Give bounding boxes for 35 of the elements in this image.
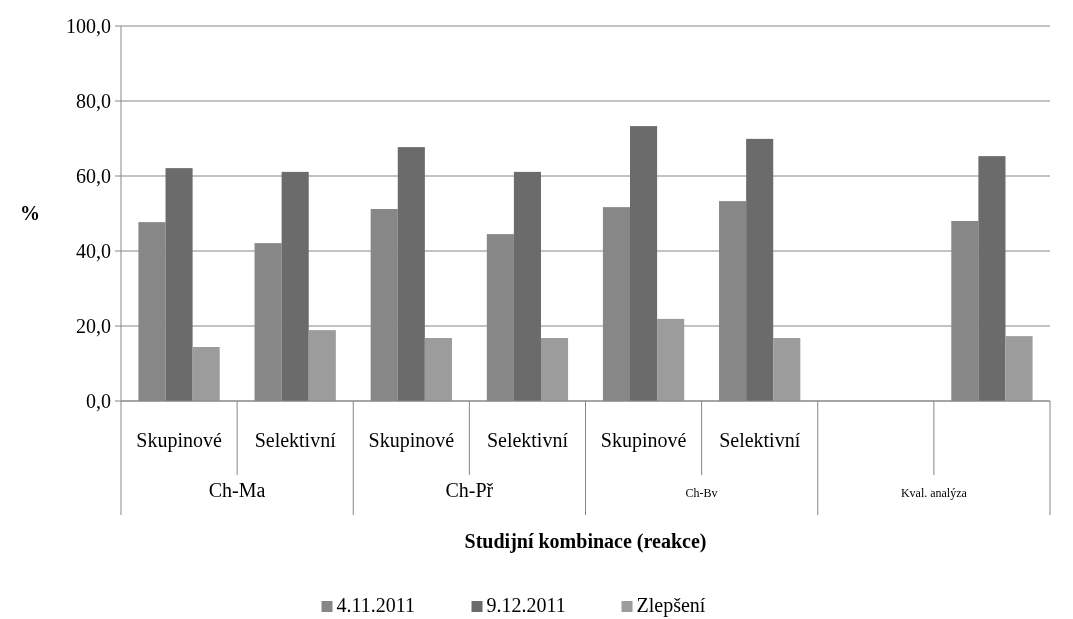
text: Kval. analýza [900, 486, 968, 500]
text: Ch-Ma [208, 479, 266, 501]
x-axis-title: Studijní kombinace (reakce) [464, 530, 707, 553]
text: Ch-Bv [685, 486, 718, 500]
bar [165, 168, 193, 401]
x-tick-label: Skupinové [136, 429, 222, 452]
x-tick-label: Skupinové [600, 429, 687, 452]
bar [192, 347, 220, 401]
bar [630, 126, 658, 401]
bar [657, 318, 685, 401]
x-tick-label: Selektivní [486, 429, 569, 451]
legend-label: Zlepšení [636, 594, 706, 617]
x-tick-label: Skupinové [368, 429, 455, 452]
legend-label: 4.11.2011 [336, 594, 416, 616]
bar [424, 338, 452, 401]
bar [746, 138, 774, 401]
y-axis-title: % [20, 202, 40, 224]
x-tick-label: Selektivní [254, 429, 337, 451]
bar [1005, 336, 1033, 401]
x-tick-label: Selektivní [719, 429, 801, 451]
bar [281, 171, 309, 401]
bar [773, 338, 801, 401]
bar [397, 147, 425, 401]
y-tick-label: 20,0 [76, 315, 111, 337]
y-tick-label: 0,0 [86, 390, 111, 412]
bar [308, 330, 336, 401]
bar [978, 156, 1006, 401]
y-tick-label: 100,0 [66, 15, 111, 37]
y-tick-label: 40,0 [76, 240, 111, 262]
text: Ch-Př [445, 479, 494, 501]
bar [513, 171, 541, 401]
bar [540, 338, 569, 401]
y-tick-label: 60,0 [76, 165, 111, 187]
y-tick-label: 80,0 [76, 90, 111, 112]
legend-label: 9.12.2011 [486, 594, 566, 616]
